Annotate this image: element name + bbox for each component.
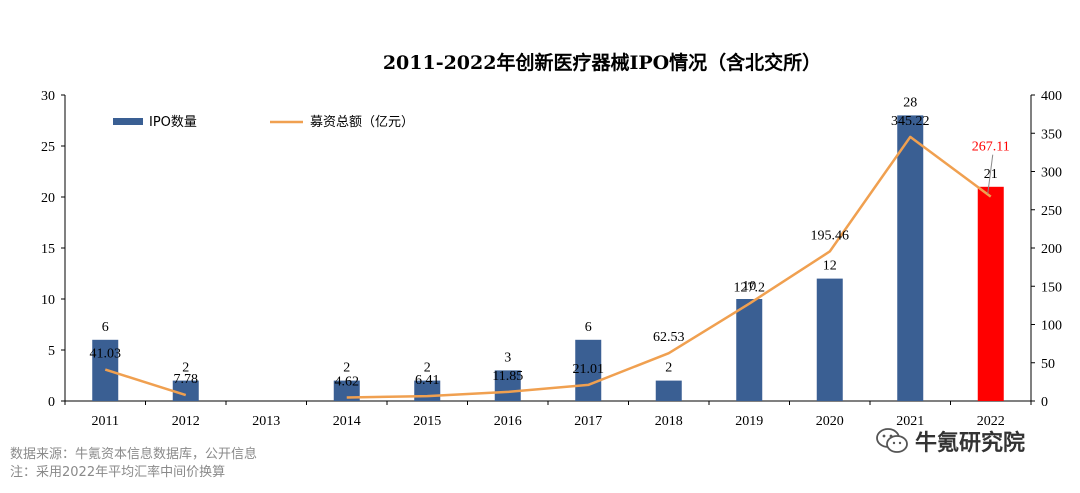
x-tick-label: 2019 (735, 414, 763, 429)
bar (897, 115, 924, 402)
bar-value-label: 2 (182, 361, 189, 376)
line-value-label: 41.03 (90, 347, 122, 362)
y-left-tick-label: 10 (41, 293, 55, 308)
y-left-tick-label: 0 (48, 395, 55, 410)
bar (736, 299, 763, 401)
line-value-label: 6.41 (415, 373, 440, 388)
x-tick-label: 2015 (413, 414, 441, 429)
x-tick-label: 2013 (252, 414, 280, 429)
x-tick-label: 2018 (655, 414, 683, 429)
line-value-label: 127.2 (734, 281, 766, 296)
bar (494, 370, 521, 401)
bar-value-label: 10 (742, 279, 756, 294)
bar-series (92, 115, 1004, 402)
bar-value-label: 28 (903, 95, 917, 110)
bar-value-label: 2 (343, 361, 350, 376)
y-right-tick-label: 200 (1041, 242, 1062, 257)
x-tick-label: 2014 (333, 414, 361, 429)
line-value-label: 7.78 (174, 372, 199, 387)
watermark: 牛氪研究院 (875, 425, 1025, 457)
x-tick-label: 2016 (494, 414, 522, 429)
label-leader-line (987, 154, 994, 194)
y-left-tick-label: 5 (48, 344, 55, 359)
line-series (104, 135, 992, 399)
y-right-tick-label: 300 (1041, 166, 1062, 181)
exchange-rate-note: 注：采用2022年平均汇率中间价换算 (10, 465, 226, 480)
chart-title: 2011-2022年创新医疗器械IPO情况（含北交所） (383, 51, 821, 74)
x-tick-label: 2011 (92, 414, 119, 429)
y-right-tick-label: 400 (1041, 89, 1062, 104)
bar-value-label: 12 (823, 259, 837, 274)
wechat-icon (876, 428, 908, 453)
line-value-label: 195.46 (811, 228, 850, 243)
line-value-label: 62.53 (653, 330, 685, 345)
bar-value-label: 2 (424, 361, 431, 376)
y-left-tick-label: 20 (41, 191, 55, 206)
y-left-tick-label: 15 (41, 242, 55, 257)
watermark-text: 牛氪研究院 (915, 431, 1026, 456)
y-right-tick-label: 50 (1041, 357, 1055, 372)
x-tick-label: 2017 (574, 414, 602, 429)
line-value-label: 21.01 (573, 362, 605, 377)
line-value-label: 11.85 (492, 369, 523, 384)
y-right-tick-label: 150 (1041, 280, 1062, 295)
data-labels: 6 2 2 2 3 6 2 10 12 28 21 41.03 7.78 4.62 6.41 11.85 21.… (90, 95, 1010, 389)
legend-bar-swatch (113, 118, 143, 125)
bar-value-label: 6 (102, 320, 109, 335)
bar (655, 380, 682, 401)
x-tick-label: 2020 (816, 414, 844, 429)
bar (977, 186, 1004, 401)
bar (172, 380, 199, 401)
bar-value-label: 6 (585, 320, 592, 335)
source-note: 数据来源：牛氪资本信息数据库，公开信息 (10, 447, 258, 462)
line-path (104, 368, 187, 397)
legend: IPO数量 募资总额（亿元） (113, 115, 414, 130)
y-left-tick-label: 30 (41, 89, 55, 104)
legend-line-label: 募资总额（亿元） (310, 115, 414, 130)
y-left-tick-label: 25 (41, 140, 55, 155)
bar (333, 380, 360, 401)
line-path (346, 135, 992, 399)
line-value-label: 345.22 (891, 114, 930, 129)
y-right-tick-label: 0 (1041, 395, 1048, 410)
x-tick-label: 2021 (896, 414, 924, 429)
bar (575, 339, 602, 401)
x-tick-label: 2012 (172, 414, 200, 429)
axes: 0510152025300501001502002503003504002011… (41, 89, 1062, 429)
line-value-label: 267.11 (972, 140, 1010, 155)
bar-value-label: 21 (984, 167, 998, 182)
bar (816, 278, 843, 401)
y-right-tick-label: 100 (1041, 319, 1062, 334)
legend-bar-label: IPO数量 (149, 115, 197, 130)
y-right-tick-label: 250 (1041, 204, 1062, 219)
bar-value-label: 2 (665, 361, 672, 376)
y-right-tick-label: 350 (1041, 127, 1062, 142)
x-tick-label: 2022 (977, 414, 1005, 429)
bar-value-label: 3 (504, 350, 511, 365)
line-value-label: 4.62 (335, 374, 360, 389)
